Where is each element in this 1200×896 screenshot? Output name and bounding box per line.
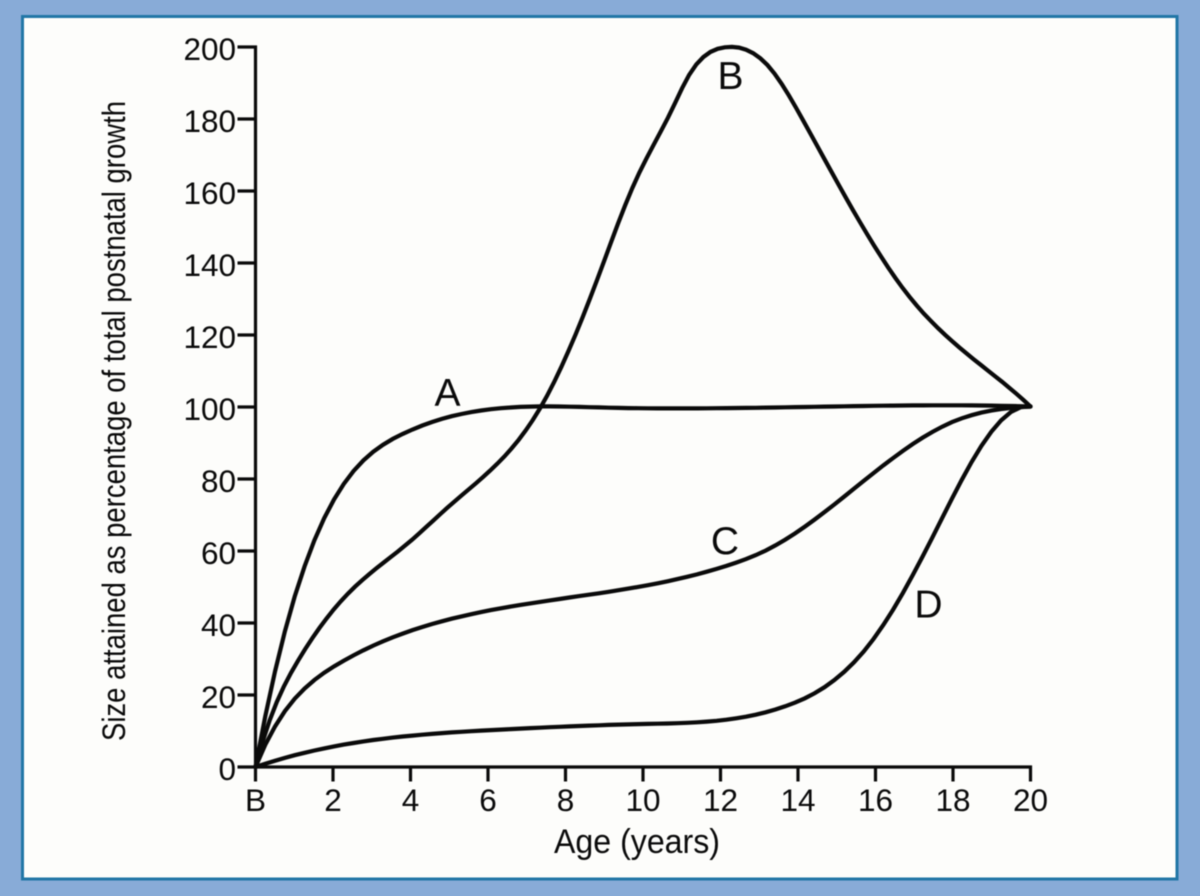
svg-text:14: 14 bbox=[780, 782, 815, 818]
svg-text:4: 4 bbox=[402, 782, 420, 818]
svg-text:160: 160 bbox=[183, 175, 236, 211]
svg-text:180: 180 bbox=[183, 103, 236, 139]
svg-text:20: 20 bbox=[1013, 782, 1048, 818]
svg-text:6: 6 bbox=[479, 782, 497, 818]
svg-text:80: 80 bbox=[201, 463, 236, 499]
svg-text:A: A bbox=[434, 372, 460, 415]
svg-text:20: 20 bbox=[201, 679, 236, 715]
svg-text:140: 140 bbox=[183, 247, 236, 283]
svg-text:D: D bbox=[914, 584, 942, 627]
svg-text:120: 120 bbox=[183, 319, 236, 355]
svg-text:100: 100 bbox=[183, 391, 236, 427]
svg-text:60: 60 bbox=[201, 535, 236, 571]
svg-text:200: 200 bbox=[183, 31, 236, 67]
svg-text:12: 12 bbox=[703, 782, 738, 818]
svg-text:Size attained as percentage of: Size attained as percentage of total pos… bbox=[96, 101, 132, 741]
svg-text:16: 16 bbox=[858, 782, 893, 818]
svg-text:Age (years): Age (years) bbox=[554, 823, 720, 861]
svg-text:18: 18 bbox=[935, 782, 970, 818]
svg-text:C: C bbox=[711, 520, 739, 563]
svg-text:B: B bbox=[245, 782, 266, 818]
svg-text:2: 2 bbox=[324, 782, 342, 818]
svg-text:0: 0 bbox=[218, 751, 236, 787]
svg-text:B: B bbox=[717, 55, 743, 98]
svg-text:40: 40 bbox=[201, 607, 236, 643]
svg-text:8: 8 bbox=[557, 782, 575, 818]
svg-text:10: 10 bbox=[625, 782, 660, 818]
